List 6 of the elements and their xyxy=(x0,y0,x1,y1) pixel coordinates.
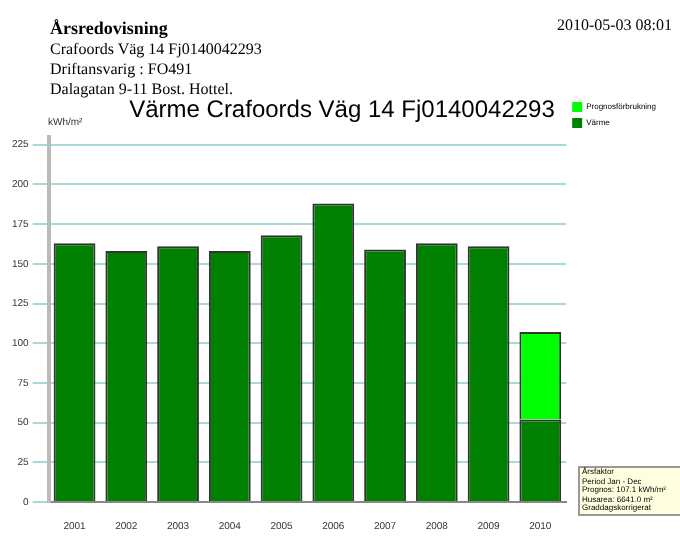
text: 2010-05-03 08:01 xyxy=(556,16,672,34)
text: Crafoords Väg 14 Fj0140042293 xyxy=(50,40,262,58)
text: Driftansvarig : FO491 xyxy=(50,60,193,78)
text: Årsredovisning xyxy=(50,18,168,38)
text: Dalagatan 9-11 Bost. Hottel. xyxy=(50,80,233,98)
chart-title: Värme Crafoords Väg 14 Fj0140042293 xyxy=(129,95,556,124)
